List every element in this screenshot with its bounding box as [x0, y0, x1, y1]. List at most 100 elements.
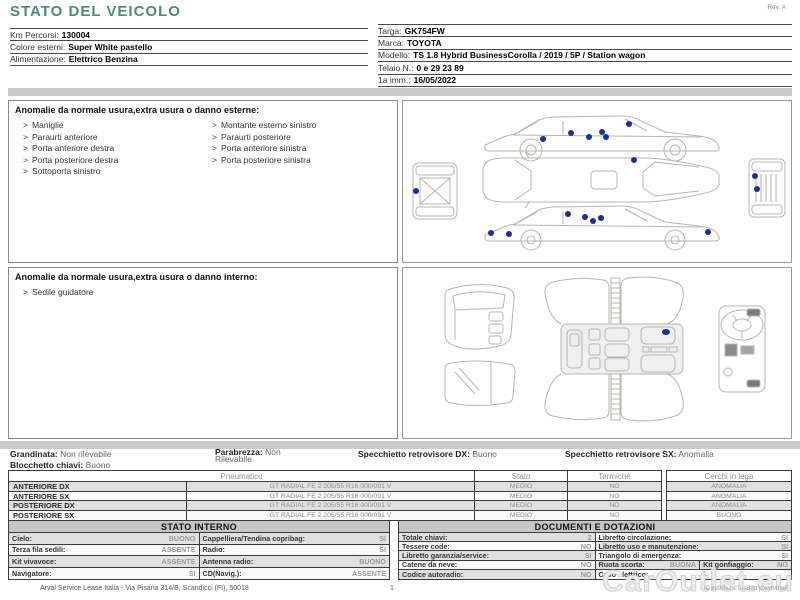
cerchi-value: ANOMALIA [667, 482, 791, 492]
anomaly-item: > Porta anteriore sinistra [212, 143, 316, 155]
cell-value: SI [781, 542, 788, 551]
cell-value: BUONO [359, 556, 386, 566]
info-label: Telaio N.: [378, 62, 414, 73]
info-row-telaio: Telaio N.: 0 e 29 23 89 [378, 62, 792, 75]
stato-interno-table: STATO INTERNO Cielo: BUONO Cappelliera/Te… [8, 520, 390, 580]
interior-damage-diagram [402, 267, 792, 439]
tire-termiche: NO [568, 501, 661, 511]
exterior-damage-markers [413, 121, 760, 237]
stato-interno-title: STATO INTERNO [9, 521, 389, 533]
anomaly-item: > Paraurti posteriore [212, 132, 316, 144]
damage-marker [598, 215, 604, 221]
tire-termiche: NO [568, 482, 661, 492]
cell-label: Radio: [202, 545, 225, 555]
anomaly-item: > Porta posteriore sinistra [212, 155, 316, 167]
cell-label: Catene da neve: [402, 560, 458, 569]
condition-value: Buono [472, 449, 497, 459]
anomaly-item: > Porta posteriore destra [23, 155, 118, 167]
vehicle-info-left: Km Percorsi: 130004 Colore esterni: Supe… [10, 28, 368, 67]
cerchi-value: ANOMALIA [667, 491, 791, 501]
info-label: Modello: [378, 50, 411, 61]
anomaly-item: > Montante esterno sinistro [212, 120, 316, 132]
cell-value: 2 [587, 533, 592, 542]
cell-value: NO [580, 542, 592, 551]
table-row: Totale chiavi: 2 Libretto circolazione: SI [399, 533, 791, 543]
anomaly-item: > Paraurti anteriore [23, 132, 118, 144]
anomaly-item: > Porta anteriore destra [23, 143, 118, 155]
info-row-marca: Marca: TOYOTA [378, 37, 792, 50]
damage-marker [590, 218, 596, 224]
tire-position: POSTERIORE SX [9, 510, 187, 520]
tire-spec: GT RADIAL FE 2 205/55 R16 000/091 V [187, 501, 475, 511]
cell-value: SI [781, 551, 788, 560]
cell-label: Totale chiavi: [402, 533, 448, 542]
anomaly-text: Paraurti anteriore [31, 131, 98, 142]
damage-marker [568, 130, 574, 136]
cell-label: Ruota scorta: [598, 560, 645, 569]
info-label: Alimentazione: [10, 54, 66, 65]
info-value: 130004 [61, 29, 91, 40]
bullet: > [23, 120, 28, 130]
table-row: Navigatore: SI CD(Navig.): ASSENTE [9, 567, 389, 579]
damage-marker [565, 211, 571, 217]
footer-company-address: Arval Service Lease Italia - Via Pisana … [40, 585, 249, 592]
cerchi-table: Cerchi in lega ANOMALIA ANOMALIA ANOMALI… [666, 470, 792, 521]
exterior-damage-diagram [402, 100, 792, 263]
separator-bar-2 [0, 441, 800, 449]
bullet: > [212, 131, 217, 142]
tire-header-pneumatico: Pneumatico [9, 471, 475, 482]
tire-header-termiche: Termiche [568, 471, 661, 482]
page-number: 1 [390, 585, 394, 592]
car-interior-diagram-svg [444, 276, 766, 422]
tire-header-stato: Stato [475, 471, 568, 482]
document-id: ID ku9RkJ-2TusB2d jOkv84haF [703, 586, 788, 592]
anomaly-text: Porta posteriore sinistra [220, 154, 311, 165]
tire-spec: GT RADIAL FE 2 205/55 R16 000/091 V [187, 510, 475, 520]
info-label: Marca: [378, 38, 404, 49]
info-label: Km Percorsi: [10, 29, 59, 40]
info-row-colore: Colore esterni: Super White pastello [10, 41, 368, 54]
info-value: TS 1.8 Hybrid BusinessCorolla / 2019 / 5… [413, 50, 646, 61]
table-row: Codice autoradio: NO Cavo elettrico: [399, 569, 791, 579]
cell-label: Codice autoradio: [402, 569, 464, 579]
tire-position: ANTERIORE SX [9, 491, 187, 501]
cell-value: ASSENTE [161, 556, 196, 566]
info-label: 1a imm.: [378, 75, 411, 86]
cell-value: BUONO [168, 533, 196, 543]
cell-label: Tessere code: [402, 542, 450, 551]
documenti-title: DOCUMENTI E DOTAZIONI [399, 521, 791, 533]
bullet: > [212, 120, 217, 130]
documenti-table: DOCUMENTI E DOTAZIONI Totale chiavi: 2 Li… [398, 520, 792, 580]
separator-bar [8, 88, 792, 96]
condition-label: Specchietto retrovisore SX: [565, 449, 677, 459]
damage-marker [582, 214, 588, 220]
info-row-targa: Targa: GK754FW [378, 25, 792, 38]
cell-label: Antenna radio: [202, 556, 254, 566]
info-label: Targa: [378, 25, 402, 36]
cell-pair: Ruota scorta: BUONA [598, 560, 701, 569]
condition-label: Grandinata: [10, 449, 58, 459]
tire-stato: MEDIO [475, 510, 568, 520]
condition-value: Non rilevabile [60, 449, 112, 459]
damage-marker [599, 129, 605, 135]
cell-label: Navigatore: [12, 568, 52, 578]
interior-damage-markers [662, 329, 670, 335]
bullet: > [212, 154, 217, 165]
bullet: > [23, 131, 28, 142]
cell-value: SI [379, 545, 386, 555]
damage-marker [626, 121, 632, 127]
damage-marker [488, 230, 494, 236]
info-value: Elettrico Benzina [68, 54, 138, 65]
anomaly-text: Sedile guidatore [31, 287, 94, 297]
cell-value: NO [777, 560, 788, 569]
damage-marker [540, 136, 546, 142]
exterior-anomalies-col2: > Montante esterno sinistro > Paraurti pos… [212, 120, 316, 166]
vehicle-info-right: Targa: GK754FW Marca: TOYOTA Modello: TS… [378, 24, 792, 87]
damage-marker [586, 134, 592, 140]
cell-label: CD(Navig.): [202, 568, 242, 578]
condition-label: Parabrezza: [215, 447, 263, 457]
damage-marker [603, 134, 609, 140]
cell-pair: Kit gonfiaggio: NO [700, 561, 788, 569]
condition-label: Blocchetto chiavi: [10, 460, 84, 470]
